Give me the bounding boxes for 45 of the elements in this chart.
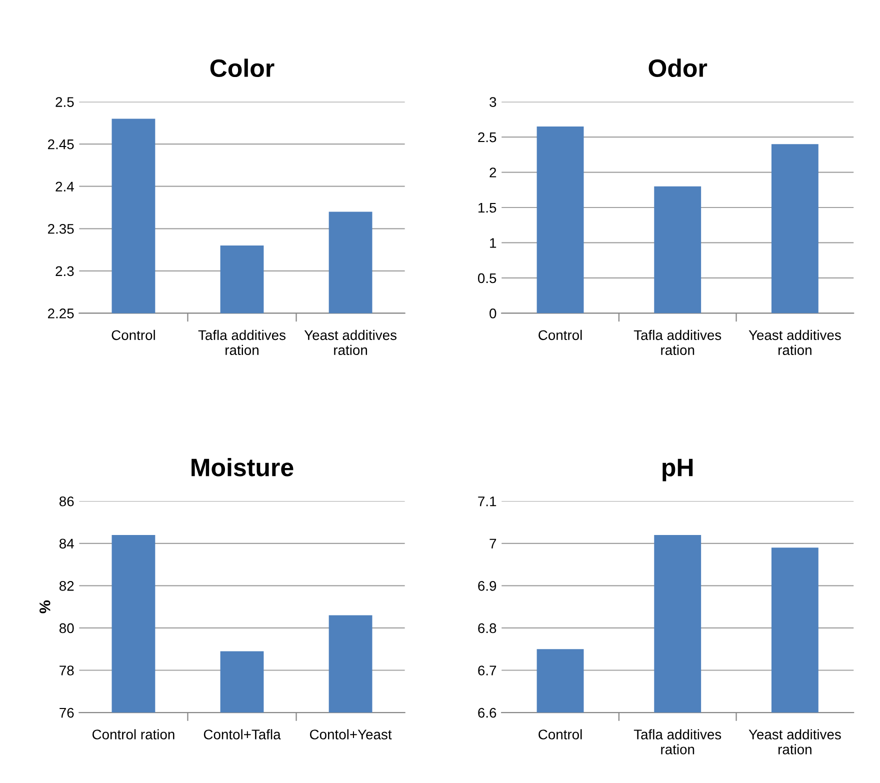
y-tick-label: 86 [59,496,74,506]
y-tick-label: 2 [490,168,496,178]
y-tick-label: 2.5 [56,97,74,107]
y-tick-label: 2.3 [56,266,74,276]
y-tick-label: 2.35 [48,224,74,234]
y-tick-label: 2.45 [48,139,74,150]
y-tick-label: 2.25 [48,308,74,318]
chart-title: pH [662,458,693,482]
x-tick-label: Control [538,330,582,340]
x-tick-label: Control ration [92,729,174,740]
x-tick-label: Contol+Tafla [204,729,281,740]
y-tick-label: 78 [60,666,74,676]
y-tick-label: 7.1 [478,496,496,506]
y-axis-title: % [40,600,50,614]
bar [654,186,702,314]
y-tick-label: 6.7 [478,666,496,676]
y-tick-label: 7 [490,538,496,548]
x-tick-label: Tafla additives ration [634,330,722,356]
x-tick-label: Control [538,729,582,740]
x-tick-label: Contol+Yeast [310,729,392,740]
x-tick-label: Control [112,330,155,340]
y-tick-label: 3 [490,97,496,107]
y-tick-label: 1.5 [478,202,496,213]
y-tick-label: 2.5 [478,132,496,142]
y-tick-label: 2.4 [56,182,74,192]
y-tick-label: 80 [59,623,74,634]
y-tick-label: 6.9 [478,581,496,591]
x-tick-label: Tafla additives ration [634,729,722,754]
x-tick-label: Tafla additives ration [198,330,286,356]
chart-title: Color [210,58,274,78]
chart-title: Odor [648,58,708,78]
bar [771,144,818,314]
y-tick-label: 0.5 [478,273,496,284]
bar [536,126,584,314]
x-tick-label: Yeast additives ration [748,729,841,754]
y-tick-label: 6.6 [478,708,496,718]
y-tick-label: 1 [490,238,496,248]
y-tick-label: 0 [490,308,496,318]
chart-title: Moisture [192,458,294,476]
y-tick-label: 82 [59,581,74,591]
y-tick-label: 84 [59,538,74,549]
x-tick-label: Yeast additives ration [304,330,396,356]
y-tick-label: 6.8 [478,623,496,634]
x-tick-label: Yeast additives ration [748,330,841,356]
y-tick-label: 76 [60,708,74,718]
